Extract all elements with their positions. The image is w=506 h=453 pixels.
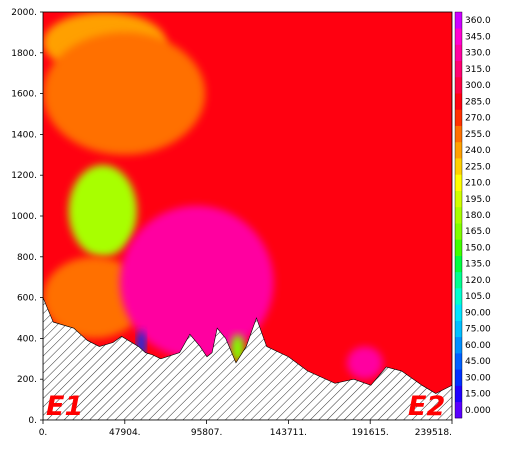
colorbar-label: 330.0 bbox=[465, 49, 491, 59]
colorbar-swatch bbox=[455, 255, 462, 273]
colorbar-label: 15.00 bbox=[465, 390, 491, 400]
colorbar-swatch bbox=[455, 141, 462, 159]
colorbar-label: 255.0 bbox=[465, 130, 491, 140]
colorbar-swatch bbox=[455, 174, 462, 191]
colorbar-swatch bbox=[455, 239, 462, 256]
colorbar-label: 210.0 bbox=[465, 179, 491, 189]
colorbar-label: 315.0 bbox=[465, 65, 491, 75]
colorbar-swatch bbox=[455, 288, 462, 305]
colorbar-swatch bbox=[455, 76, 462, 94]
colorbar-label: 225.0 bbox=[465, 162, 491, 172]
colorbar-swatch bbox=[455, 206, 462, 224]
y-tick-label: 1600. bbox=[11, 90, 37, 100]
colorbar-label: 105.0 bbox=[465, 292, 491, 302]
colorbar-label: 300.0 bbox=[465, 81, 491, 91]
contour-region-lower-orange-zone bbox=[43, 256, 146, 339]
colorbar-frame bbox=[454, 11, 463, 419]
colorbar-swatch bbox=[455, 336, 462, 354]
contour-region-green-core bbox=[68, 165, 137, 257]
colorbar-label: 0.000 bbox=[465, 406, 491, 416]
terrain-profile bbox=[43, 297, 452, 420]
colorbar-label: 135.0 bbox=[465, 260, 491, 270]
y-tick-label: 800. bbox=[17, 253, 37, 263]
x-axis: 0. 47904. 95807. 143711. 191615. 239518. bbox=[39, 420, 453, 438]
colorbar-swatch bbox=[455, 93, 462, 110]
y-tick-label: 2000. bbox=[11, 8, 37, 18]
colorbar-swatch bbox=[455, 158, 462, 175]
colorbar-label: 180.0 bbox=[465, 211, 491, 221]
colorbar-swatch bbox=[455, 60, 462, 78]
contour-region-right-magenta-patch bbox=[346, 346, 383, 380]
y-tick-label: 1200. bbox=[11, 171, 37, 181]
y-tick-label: 1400. bbox=[11, 130, 37, 140]
terrain-mask bbox=[43, 297, 452, 420]
colorbar-label: 120.0 bbox=[465, 276, 491, 286]
colorbar-swatch bbox=[455, 271, 462, 289]
colorbar-label: 75.00 bbox=[465, 325, 491, 335]
colorbar-swatch bbox=[455, 320, 462, 338]
colorbar-label: 45.00 bbox=[465, 357, 491, 367]
colorbar-swatch bbox=[455, 369, 462, 386]
colorbar-swatch bbox=[455, 125, 462, 143]
contour-region-upper-orange-zone bbox=[43, 32, 206, 155]
colorbar-label: 165.0 bbox=[465, 227, 491, 237]
x-tick-label: 95807. bbox=[191, 428, 223, 438]
colorbar-label: 360.0 bbox=[465, 16, 491, 26]
colorbar-swatch bbox=[455, 109, 462, 126]
colorbar-label: 90.00 bbox=[465, 308, 491, 318]
y-tick-label: 400. bbox=[17, 334, 37, 344]
y-tick-label: 1800. bbox=[11, 49, 37, 59]
colorbar-label: 195.0 bbox=[465, 195, 491, 205]
colorbar-label: 60.00 bbox=[465, 341, 491, 351]
y-axis: 0. 200. 400. 600. 800. 1000. 1200. 1400. 1600. 18… bbox=[11, 8, 43, 426]
colorbar-swatch bbox=[455, 353, 462, 370]
colorbar-label: 285.0 bbox=[465, 97, 491, 107]
colorbar-swatch bbox=[455, 304, 462, 321]
colorbar: 0.000 15.00 30.00 45.00 60.00 75.00 90.00 105.0… bbox=[454, 11, 491, 419]
y-tick-label: 600. bbox=[17, 294, 37, 304]
x-tick-label: 143711. bbox=[270, 428, 307, 438]
colorbar-swatch bbox=[455, 385, 462, 403]
colorbar-swatch bbox=[455, 190, 462, 208]
contour-region-magenta-plume bbox=[119, 205, 274, 359]
colorbar-swatch bbox=[455, 28, 462, 45]
y-tick-label: 0. bbox=[28, 416, 37, 426]
y-tick-label: 1000. bbox=[11, 212, 37, 222]
colorbar-swatch bbox=[455, 223, 462, 240]
annotation-e1: E1 bbox=[46, 391, 83, 422]
colorbar-label: 240.0 bbox=[465, 146, 491, 156]
colorbar-swatch bbox=[455, 401, 462, 419]
x-tick-label: 239518. bbox=[415, 428, 452, 438]
colorbar-label: 270.0 bbox=[465, 114, 491, 124]
colorbar-swatch bbox=[455, 12, 462, 29]
colorbar-label: 150.0 bbox=[465, 243, 491, 253]
y-tick-label: 200. bbox=[17, 375, 37, 385]
colorbar-label: 345.0 bbox=[465, 32, 491, 42]
colorbar-label: 30.00 bbox=[465, 373, 491, 383]
x-tick-label: 191615. bbox=[352, 428, 389, 438]
x-tick-label: 47904. bbox=[109, 428, 141, 438]
colorbar-swatch bbox=[455, 44, 462, 62]
x-tick-label: 0. bbox=[39, 428, 48, 438]
annotation-e2: E2 bbox=[408, 391, 445, 422]
